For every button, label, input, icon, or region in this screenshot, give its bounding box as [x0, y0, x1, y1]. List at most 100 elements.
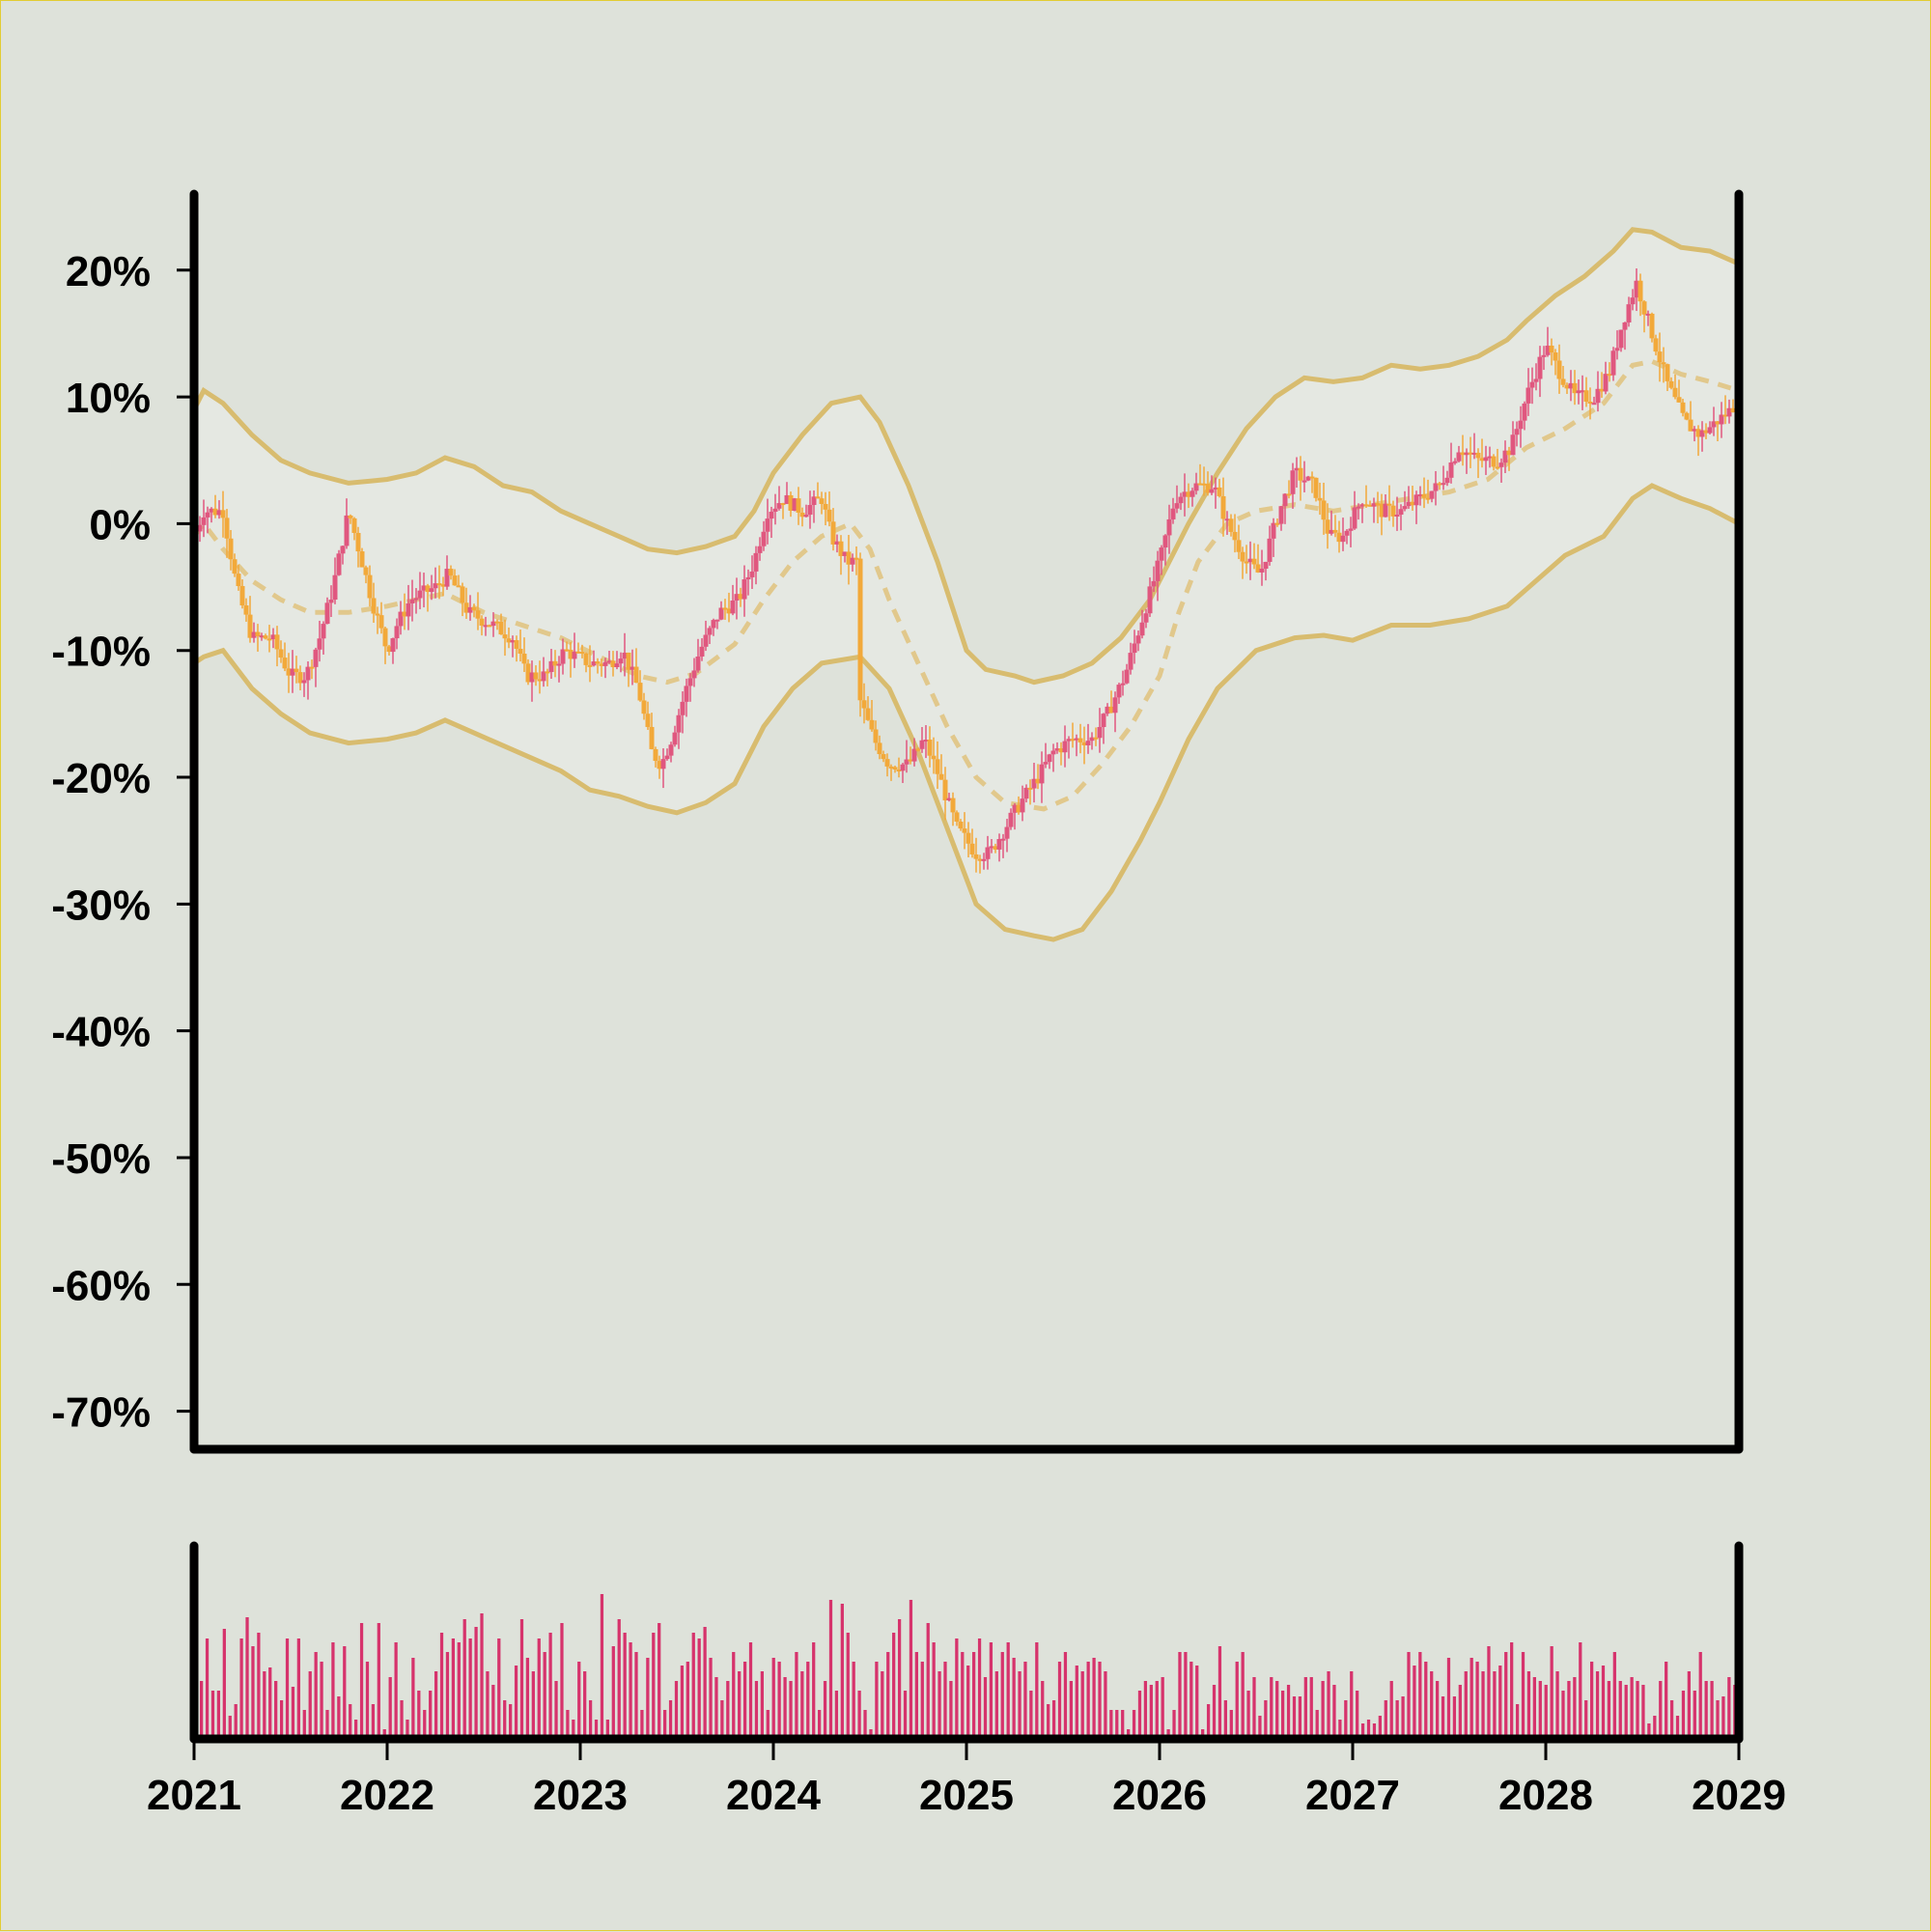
- candle: [595, 658, 601, 674]
- candle-body: [506, 638, 512, 643]
- candle: [409, 579, 415, 622]
- volume-bar: [806, 1662, 810, 1739]
- candle-body: [962, 828, 967, 833]
- candle: [1641, 299, 1647, 333]
- candle-body: [1332, 529, 1338, 533]
- candle: [1560, 366, 1566, 388]
- candle: [463, 587, 469, 620]
- candle: [425, 583, 431, 612]
- candle: [572, 632, 577, 668]
- candle: [1525, 368, 1531, 416]
- candle: [653, 746, 658, 768]
- candle: [637, 670, 643, 702]
- volume-bar: [279, 1700, 284, 1739]
- candle: [1356, 503, 1361, 520]
- candle-body: [201, 517, 207, 525]
- candle: [622, 632, 628, 677]
- candle: [633, 648, 639, 684]
- volume-bar: [1212, 1685, 1217, 1739]
- candle: [1437, 482, 1442, 490]
- candle: [780, 502, 786, 519]
- candle-body: [498, 621, 504, 635]
- candle: [1348, 517, 1354, 547]
- volume-bar: [943, 1662, 947, 1739]
- candle-body: [340, 546, 346, 554]
- volume-bar: [617, 1619, 621, 1739]
- candle-body: [1549, 345, 1554, 353]
- volume-bar: [1264, 1700, 1268, 1739]
- candle-body: [842, 551, 848, 556]
- candle-body: [579, 652, 585, 655]
- volume-bar: [1395, 1700, 1399, 1739]
- candle-body: [815, 496, 821, 499]
- candle-body: [382, 628, 388, 647]
- candle-body: [1170, 508, 1176, 519]
- candle-body: [433, 583, 438, 589]
- volume-bar: [239, 1638, 243, 1739]
- candle: [1510, 421, 1516, 456]
- candle-body: [1456, 452, 1462, 462]
- candle-body: [425, 585, 431, 593]
- volume-bar: [1149, 1685, 1153, 1739]
- candle: [1255, 544, 1261, 574]
- candle: [1105, 703, 1110, 716]
- candle-body: [575, 651, 581, 654]
- candle: [1456, 445, 1462, 462]
- candle-body: [452, 575, 458, 586]
- volume-bar: [1601, 1666, 1606, 1739]
- candle-body: [1406, 501, 1412, 507]
- candle: [1692, 426, 1697, 442]
- candle: [1464, 448, 1469, 474]
- candle-body: [1085, 741, 1091, 745]
- candle: [842, 551, 848, 563]
- candle: [1398, 504, 1404, 531]
- volume-bar: [823, 1681, 827, 1739]
- candle-body: [1159, 547, 1164, 561]
- candle-body: [1545, 345, 1551, 355]
- candle: [1668, 377, 1674, 390]
- volume-bar: [714, 1677, 718, 1739]
- candle-body: [568, 650, 574, 659]
- candle-body: [1668, 380, 1674, 388]
- volume-bar: [1356, 1691, 1359, 1739]
- candle-body: [1626, 304, 1632, 322]
- candle-body: [1371, 503, 1377, 507]
- volume-bar: [738, 1671, 742, 1739]
- volume-bar: [1104, 1671, 1107, 1739]
- candle: [1035, 764, 1041, 790]
- candle-body: [900, 764, 906, 771]
- volume-bar: [1252, 1677, 1256, 1739]
- candle: [1460, 434, 1466, 466]
- candle-body: [742, 579, 747, 600]
- candle: [749, 555, 755, 589]
- candle-body: [1054, 748, 1060, 751]
- candle: [1487, 446, 1493, 468]
- candle: [761, 520, 767, 551]
- volume-bar: [1241, 1652, 1245, 1739]
- candle: [382, 626, 388, 664]
- candle: [460, 582, 465, 617]
- candle-body: [483, 625, 489, 628]
- candle: [1672, 374, 1678, 400]
- volume-bar: [857, 1691, 861, 1739]
- volume-bar: [1446, 1658, 1451, 1739]
- candle: [1383, 493, 1388, 518]
- volume-bar: [572, 1720, 575, 1739]
- candle-body: [892, 767, 898, 770]
- candle-body: [699, 646, 705, 657]
- volume-bar: [1235, 1662, 1239, 1739]
- candle: [336, 549, 342, 576]
- candle-body: [595, 661, 601, 664]
- lower-band-line: [192, 483, 1741, 942]
- volume-bar: [1521, 1652, 1525, 1739]
- candle: [742, 565, 747, 617]
- candle-body: [969, 843, 975, 854]
- candle-body: [537, 679, 543, 682]
- y-tick-label: -70%: [51, 1389, 151, 1437]
- candle: [344, 498, 350, 549]
- volume-bar: [1401, 1696, 1405, 1739]
- candle-body: [985, 847, 991, 859]
- volume-bar: [1384, 1700, 1387, 1739]
- candle: [1410, 486, 1415, 511]
- candle-body: [1726, 407, 1732, 417]
